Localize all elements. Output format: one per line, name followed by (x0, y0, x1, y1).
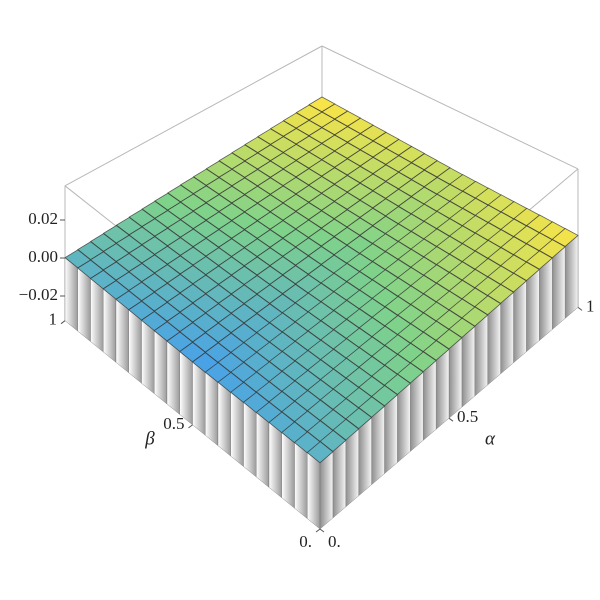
x-tick-label: 1 (586, 296, 595, 315)
bar-side (192, 361, 206, 436)
z-tick-label: 0.00 (28, 247, 58, 266)
bar-side (423, 360, 437, 441)
bar-top (306, 441, 334, 464)
bar-side (397, 382, 411, 463)
bar-side (345, 428, 359, 508)
x-tick (448, 417, 454, 422)
y-tick (60, 320, 66, 325)
z-tick-label: −0.02 (19, 285, 58, 304)
y-tick-label: 0. (299, 532, 312, 551)
bar-side (552, 246, 566, 330)
bar (306, 441, 334, 530)
bar-side (141, 319, 155, 395)
bar-side (358, 417, 372, 497)
bar-side (410, 371, 424, 452)
x-tick-label: 0.5 (457, 407, 478, 426)
bar-side (115, 298, 129, 374)
bar-side (371, 405, 385, 486)
bar-side (154, 330, 168, 405)
y-axis-label: β (144, 428, 155, 449)
bar-side (256, 411, 270, 488)
bar-side (128, 309, 142, 384)
bar-side (166, 340, 180, 415)
box-edge (321, 45, 579, 170)
bar-side (461, 326, 475, 408)
bar-side (77, 267, 91, 342)
bar-side (64, 257, 78, 332)
y-tick-label: 0.5 (163, 414, 184, 433)
z-tick-label: 0.02 (28, 209, 58, 228)
bar-side (307, 452, 321, 530)
bar-side (332, 439, 346, 519)
bar-side (281, 432, 295, 509)
bar-side (205, 371, 219, 447)
y-tick (188, 424, 193, 429)
bar-side (513, 280, 527, 364)
bar-side (474, 314, 488, 397)
bar-side (435, 348, 450, 430)
bar-side (268, 421, 282, 499)
bar-side (103, 288, 117, 363)
bar-side (230, 391, 244, 467)
box-edge (64, 45, 323, 187)
bar-side (243, 401, 257, 478)
bar-side (294, 442, 308, 520)
x-tick-label: 0. (328, 532, 341, 551)
bar-side (526, 269, 540, 353)
bar-side (500, 291, 514, 375)
x-axis-label: α (485, 428, 496, 449)
bar-side (564, 234, 579, 319)
bar-side (319, 451, 334, 530)
y-tick-label: 1 (49, 310, 58, 329)
bar-side (384, 394, 398, 475)
bar-side (487, 303, 501, 386)
bar-side (539, 257, 553, 342)
bar-side (90, 278, 104, 353)
x-tick (319, 528, 325, 533)
y-tick (315, 528, 321, 533)
bar-side (217, 381, 231, 457)
x-tick (577, 306, 583, 311)
